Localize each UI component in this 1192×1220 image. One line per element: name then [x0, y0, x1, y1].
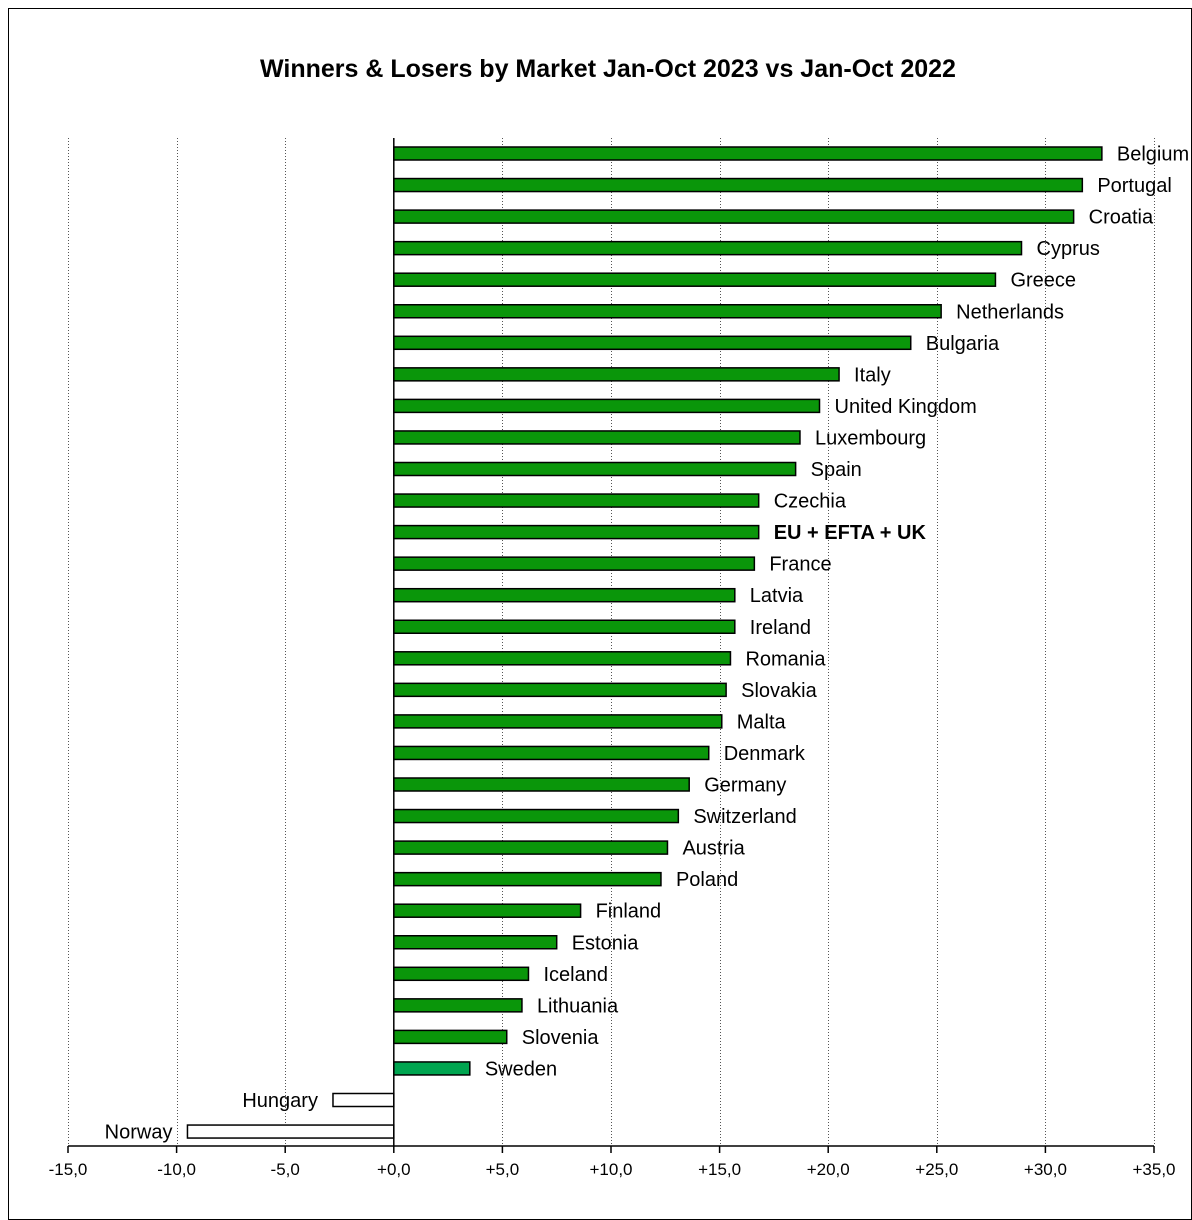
bar-france	[393, 556, 756, 571]
x-tick-label: +30,0	[1024, 1160, 1067, 1179]
x-tick-label: -5,0	[271, 1160, 300, 1179]
bar-label-slovenia: Slovenia	[522, 1027, 600, 1049]
bar-denmark	[393, 745, 710, 761]
bar-iceland	[393, 966, 530, 982]
bar-croatia	[393, 209, 1075, 224]
bar-label-eu-efta-uk: EU + EFTA + UK	[774, 522, 927, 544]
bar-czechia	[393, 493, 760, 508]
x-tick-label: +20,0	[807, 1160, 850, 1179]
bar-label-italy: Italy	[854, 364, 891, 386]
bar-netherlands	[393, 304, 942, 319]
bar-estonia	[393, 935, 558, 950]
bar-italy	[393, 367, 840, 382]
bar-label-bulgaria: Bulgaria	[926, 333, 1000, 355]
bar-label-belgium: Belgium	[1117, 144, 1189, 166]
bar-finland	[393, 903, 582, 918]
bar-slovakia	[393, 682, 727, 698]
bar-label-netherlands: Netherlands	[956, 301, 1064, 323]
bar-germany	[393, 777, 690, 792]
bar-switzerland	[393, 808, 680, 824]
bar-lithuania	[393, 998, 523, 1013]
bar-sweden	[393, 1061, 471, 1076]
bar-label-luxembourg: Luxembourg	[815, 427, 926, 449]
bar-label-hungary: Hungary	[242, 1090, 318, 1112]
bar-label-spain: Spain	[811, 459, 862, 481]
bar-austria	[393, 840, 669, 855]
bar-greece	[393, 272, 997, 287]
x-axis: -15,0 -10,0 -5,0 +0,0 +5,0 +10,0 +15,0 +20,0 +25…	[49, 138, 1176, 1179]
bar-label-malta: Malta	[737, 711, 787, 733]
bar-eu-efta-uk	[393, 524, 760, 540]
bar-belgium	[393, 146, 1103, 161]
bar-label-portugal: Portugal	[1097, 175, 1172, 197]
bar-label-switzerland: Switzerland	[693, 806, 796, 828]
chart-title: Winners & Losers by Market Jan-Oct 2023 …	[260, 55, 956, 83]
x-tick-label: +25,0	[915, 1160, 958, 1179]
bar-label-norway: Norway	[105, 1122, 173, 1144]
bar-norway	[186, 1124, 395, 1139]
bar-label-sweden: Sweden	[485, 1058, 557, 1080]
bar-label-latvia: Latvia	[750, 585, 804, 607]
x-tick-label: +5,0	[486, 1160, 520, 1179]
bar-spain	[393, 461, 797, 477]
bar-latvia	[393, 587, 736, 603]
bar-hungary	[332, 1092, 395, 1108]
bar-label-germany: Germany	[704, 775, 786, 797]
x-tick-label: +10,0	[589, 1160, 632, 1179]
bars	[186, 146, 1103, 1139]
bar-label-united-kingdom: United Kingdom	[835, 396, 977, 418]
bar-slovenia	[393, 1029, 508, 1045]
bar-label-cyprus: Cyprus	[1037, 238, 1100, 260]
bar-label-czechia: Czechia	[774, 491, 847, 513]
bar-label-denmark: Denmark	[724, 743, 806, 765]
bar-malta	[393, 714, 723, 729]
bar-romania	[393, 651, 732, 666]
bar-cyprus	[393, 240, 1023, 256]
bar-label-austria: Austria	[682, 838, 745, 860]
bar-label-poland: Poland	[676, 869, 738, 891]
x-tick-label: +15,0	[698, 1160, 741, 1179]
bar-poland	[393, 871, 662, 887]
bar-ireland	[393, 619, 736, 634]
bar-label-iceland: Iceland	[543, 964, 608, 986]
x-tick-label: -15,0	[49, 1160, 88, 1179]
bar-label-france: France	[769, 554, 831, 576]
bar-label-greece: Greece	[1010, 270, 1076, 292]
bar-united-kingdom	[393, 398, 821, 414]
x-tick-label: -10,0	[157, 1160, 196, 1179]
bar-luxembourg	[393, 430, 801, 445]
bar-label-romania: Romania	[745, 648, 826, 670]
gridlines	[68, 138, 1155, 1146]
bar-label-croatia: Croatia	[1089, 207, 1154, 229]
bar-label-estonia: Estonia	[572, 932, 640, 954]
bar-portugal	[393, 177, 1084, 193]
bar-label-finland: Finland	[596, 901, 662, 923]
x-tick-label: +0,0	[377, 1160, 411, 1179]
bar-labels: Belgium Portugal Croatia Cyprus Greece Nether…	[105, 144, 1189, 1144]
bar-label-slovakia: Slovakia	[741, 680, 817, 702]
x-tick-label: +35,0	[1132, 1160, 1175, 1179]
bar-label-ireland: Ireland	[750, 617, 811, 639]
bar-bulgaria	[393, 335, 912, 351]
bar-label-lithuania: Lithuania	[537, 995, 619, 1017]
